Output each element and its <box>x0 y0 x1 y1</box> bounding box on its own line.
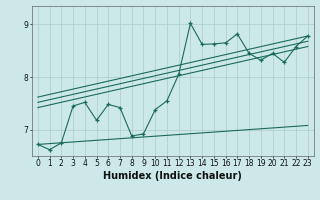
X-axis label: Humidex (Indice chaleur): Humidex (Indice chaleur) <box>103 171 242 181</box>
